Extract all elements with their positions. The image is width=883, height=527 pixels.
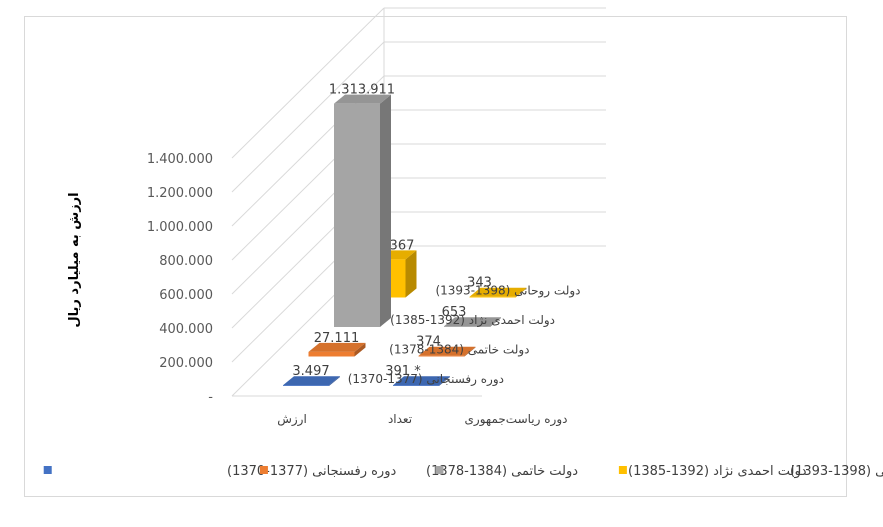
data-label: 391 * [385,364,421,379]
bar-side [405,250,417,298]
bar [334,103,380,327]
depth-axis-label: دولت روحانی (1398-1393) [435,284,580,299]
data-label: 27.111 [314,331,360,346]
data-label: 1.313.911 [329,83,395,98]
bar-side [464,346,476,357]
depth-axis-title: دوره ریاست‌جمهوری [465,412,568,427]
bar-top [444,317,501,327]
category-label: تعداد [388,412,412,426]
chart-frame [24,16,847,497]
y-tick-label: - [208,390,213,405]
y-tick-label: 1.400.000 [147,152,213,167]
gridline-side [231,41,385,193]
legend-label: دولت احمدی نژاد (1392-1385) [628,464,807,479]
bar-top [418,346,476,356]
bar-side [354,342,366,357]
legend-label: دولت خاتمی (1384-1378) [426,464,578,479]
legend-label: دولت روحانی (1398-1393) [790,464,883,479]
bar-top [334,94,391,104]
bar-top [283,376,340,386]
data-label: 653 [442,305,467,320]
bar [393,385,439,386]
legend-label: دوره رفسنجانی (1377-1370) [227,464,396,479]
bar [283,385,329,386]
depth-axis-label: دوره رفسنجانی (1377-1370) [348,372,504,387]
bar-side [380,94,391,327]
y-tick-label: 400.000 [159,322,213,337]
data-label: 374 [416,335,441,350]
bar-side [329,376,340,386]
y-tick-label: 800.000 [159,254,213,269]
y-axis-label: ارزش به میلیارد ریال [67,192,82,327]
data-label: 3.497 [292,364,329,379]
bar [469,296,516,298]
bar-side [515,287,527,298]
bar [418,355,465,357]
bar [444,326,490,327]
legend-swatch [259,466,268,474]
bar-top [308,342,366,352]
gridline-side [231,7,385,159]
data-label: 343 [467,276,492,291]
legend-swatch [435,466,444,474]
y-tick-label: 1.000.000 [147,220,213,235]
bar-top [469,287,527,297]
y-tick-label: 200.000 [159,356,213,371]
category-label: ارزش [277,412,307,427]
legend-swatch [43,466,52,474]
bar [308,351,355,357]
bar-top [393,376,450,386]
y-tick-label: 600.000 [159,288,213,303]
depth-axis-label: دولت احمدی نژاد (1392-1385) [390,313,555,328]
bar-side [439,376,450,386]
depth-axis-label: دولت خاتمی (1384-1378) [389,343,529,358]
legend-swatch [618,466,627,474]
y-tick-label: 1.200.000 [147,186,213,201]
bar-side [490,317,501,327]
